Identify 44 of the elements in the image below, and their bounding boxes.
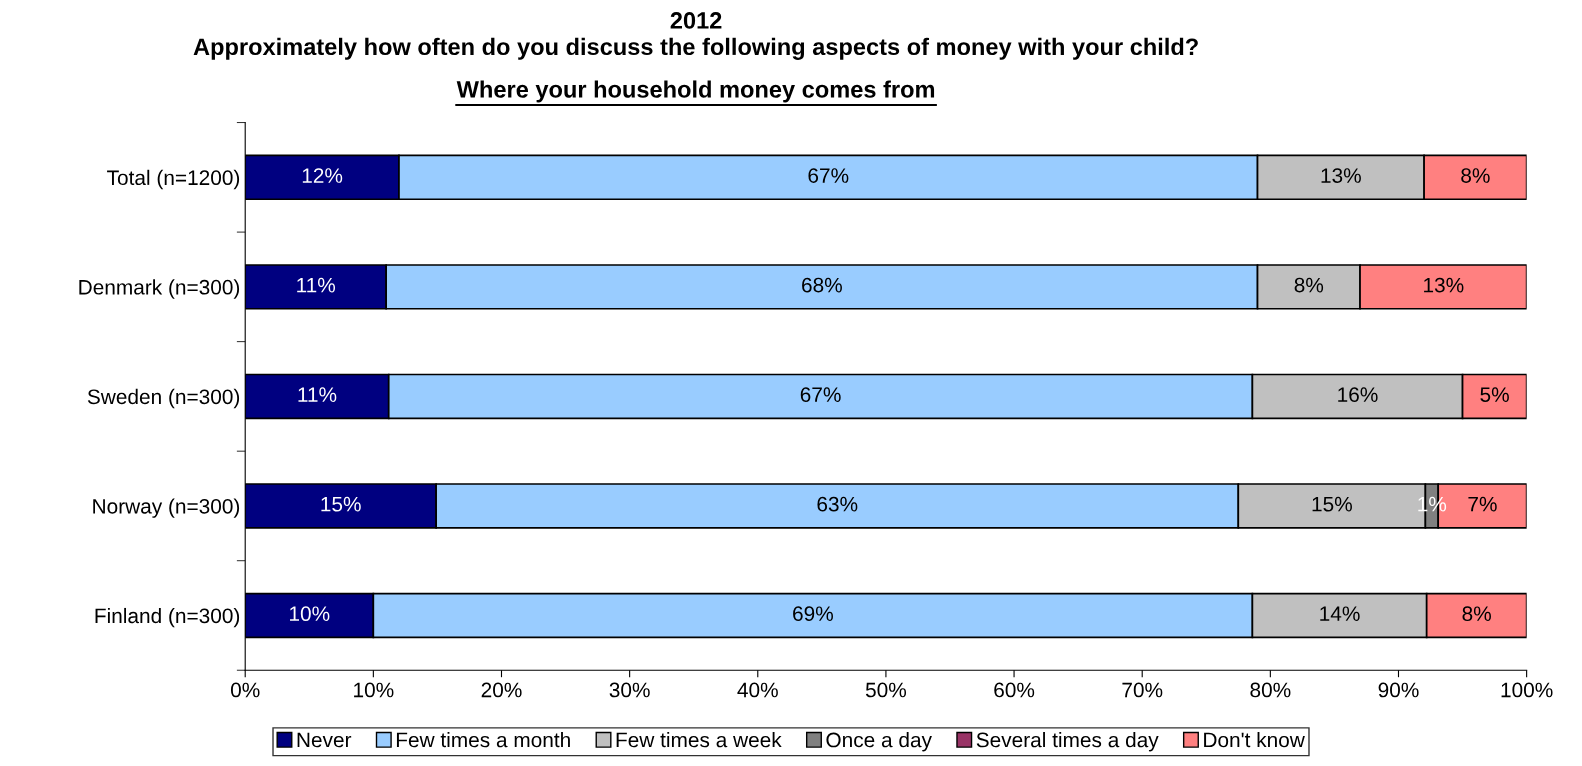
y-tick-label: Norway (n=300) xyxy=(93,498,240,518)
x-tick-label: 90% xyxy=(1378,682,1419,698)
x-tick-label: 60% xyxy=(994,682,1035,698)
x-tick-label: 0% xyxy=(230,682,260,698)
data-label: 8% xyxy=(1294,277,1324,293)
x-tick-label: 80% xyxy=(1250,682,1291,698)
data-label: 10% xyxy=(290,606,330,622)
data-label: 11% xyxy=(297,277,336,293)
x-tick-label: 10% xyxy=(354,682,394,698)
legend-label: Don't know xyxy=(1204,732,1305,748)
legend-label: Several times a day xyxy=(976,732,1159,752)
y-tick-label: Denmark (n=300) xyxy=(79,279,240,299)
legend-label: Never xyxy=(297,732,352,748)
chart-subtitle: Where your household money comes from xyxy=(456,80,935,103)
legend-label: Few times a month xyxy=(396,732,570,748)
data-label: 14% xyxy=(1320,606,1360,621)
data-label: 7% xyxy=(1468,496,1497,512)
y-tick-label: Sweden (n=300) xyxy=(87,388,240,409)
data-label: 8% xyxy=(1461,168,1490,183)
data-label: 16% xyxy=(1338,387,1378,402)
y-tick-label: Finland (n=300) xyxy=(95,607,240,628)
data-label: 69% xyxy=(793,606,833,622)
chart-title: 2012 Approximately how often do you discuss the following aspects of money with your child? xyxy=(193,12,1198,60)
x-tick-label: 30% xyxy=(609,682,650,698)
data-label: 12% xyxy=(302,168,343,183)
data-label: 68% xyxy=(802,277,842,293)
legend-label: Few times a week xyxy=(616,732,782,748)
data-label: 67% xyxy=(808,168,849,183)
data-label: 11% xyxy=(298,387,337,402)
legend-label: Once a day xyxy=(826,732,932,752)
data-label: 63% xyxy=(817,496,858,512)
data-label: 15% xyxy=(1312,496,1352,512)
data-label: 8% xyxy=(1462,606,1491,622)
data-label: 15% xyxy=(321,496,361,512)
x-tick-label: 100% xyxy=(1501,682,1553,698)
x-tick-label: 50% xyxy=(865,682,907,698)
x-tick-label: 40% xyxy=(737,682,778,698)
data-label: 13% xyxy=(1321,168,1361,183)
data-label: 67% xyxy=(800,387,841,402)
x-tick-label: 20% xyxy=(481,682,522,698)
x-tick-label: 70% xyxy=(1122,682,1163,698)
y-tick-label: Total (n=1200) xyxy=(107,169,240,190)
data-label: 13% xyxy=(1424,277,1464,293)
data-label: 5% xyxy=(1480,387,1509,402)
